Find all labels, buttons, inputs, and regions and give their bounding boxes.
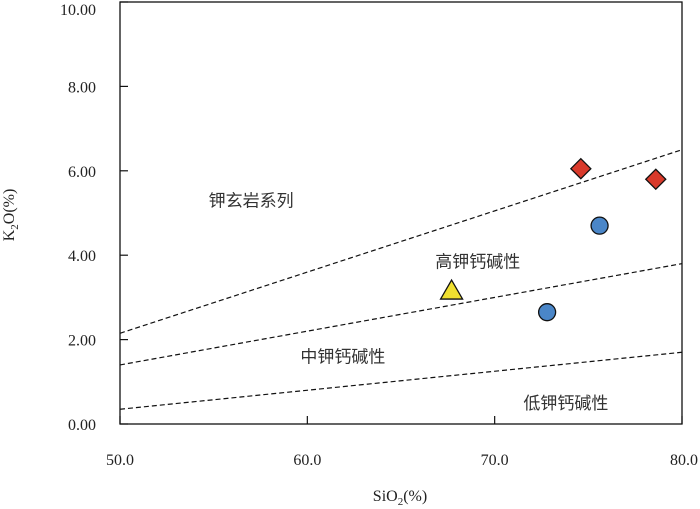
y-tick-label: 4.00 — [68, 248, 96, 265]
region-label: 中钾钙碱性 — [300, 347, 385, 367]
x-axis-title-main: SiO — [373, 488, 398, 505]
x-axis-title-tail: (%) — [403, 488, 427, 505]
data-point-diamond — [569, 157, 592, 180]
x-tick-label: 50.0 — [106, 452, 134, 469]
y-tick-label: 6.00 — [68, 164, 96, 181]
y-axis-title-sub: 2 — [9, 224, 21, 230]
y-tick-label: 2.00 — [68, 333, 96, 350]
data-point-triangle — [439, 278, 464, 300]
x-axis-title: SiO2(%) — [373, 488, 427, 508]
x-tick-label: 70.0 — [481, 452, 509, 469]
x-tick-label: 60.0 — [293, 452, 321, 469]
y-axis-title-main: K — [1, 229, 18, 241]
y-tick-label: 10.00 — [60, 2, 96, 19]
plot-frame — [119, 1, 683, 425]
y-axis-title-tail: O(%) — [1, 189, 18, 225]
y-axis-title: K2O(%) — [1, 189, 21, 242]
region-label: 钾玄岩系列 — [209, 191, 294, 211]
region-label: 高钾钙碱性 — [435, 253, 520, 273]
data-point-circle — [537, 303, 557, 322]
boundary-line — [119, 263, 683, 366]
y-tick-label: 0.00 — [68, 417, 96, 434]
y-tick-label: 8.00 — [68, 79, 96, 96]
boundary-line — [119, 149, 683, 334]
region-label: 低钾钙碱性 — [523, 394, 608, 414]
data-point-circle — [590, 216, 609, 235]
boundary-line — [119, 351, 683, 410]
data-point-diamond — [644, 168, 667, 191]
x-tick-label: 80.0 — [670, 452, 698, 469]
x-axis-title-sub: 2 — [398, 496, 404, 508]
